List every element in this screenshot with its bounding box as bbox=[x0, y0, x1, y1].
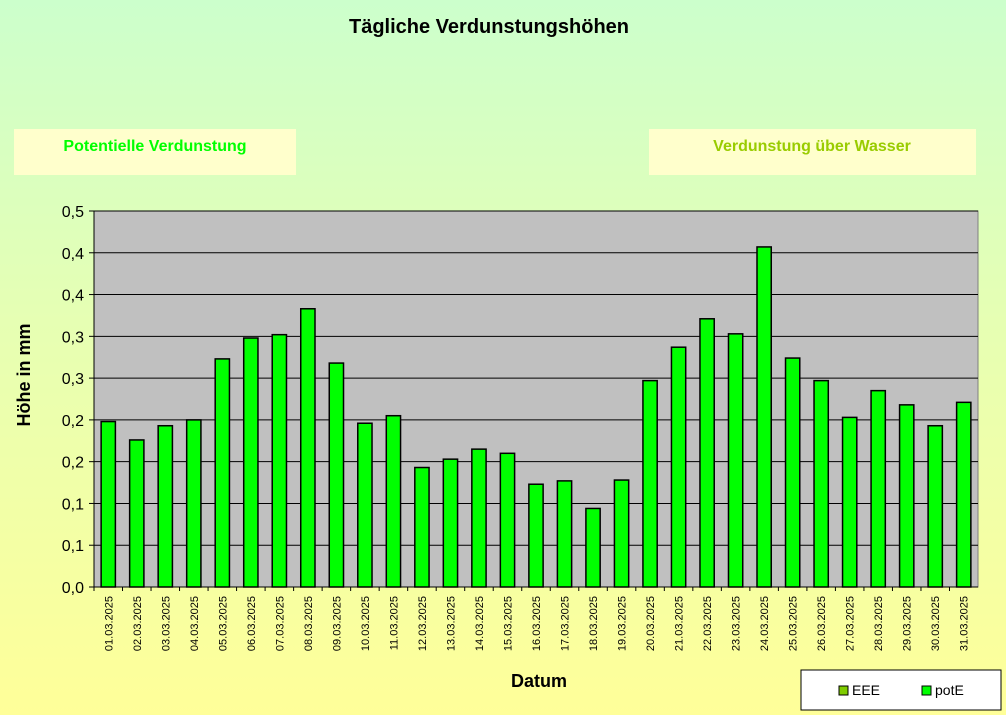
x-tick-label: 09.03.2025 bbox=[331, 596, 343, 651]
bar-21.03.2025 bbox=[670, 346, 687, 588]
x-tick-label: 11.03.2025 bbox=[388, 596, 400, 650]
x-tick-label: 01.03.2025 bbox=[103, 596, 115, 651]
x-tick-label: 10.03.2025 bbox=[360, 596, 372, 651]
bar-07.03.2025 bbox=[271, 333, 288, 588]
legend: EEE potE bbox=[800, 669, 1002, 711]
bar-24.03.2025 bbox=[756, 246, 773, 588]
bar-09.03.2025 bbox=[328, 362, 345, 588]
bar-23.03.2025 bbox=[727, 333, 744, 588]
bar-03.03.2025 bbox=[157, 424, 174, 588]
y-tick-label: 0,1 bbox=[62, 538, 84, 555]
legend-swatch-potE bbox=[921, 685, 932, 696]
x-tick-label: 30.03.2025 bbox=[930, 596, 942, 651]
x-tick-label: 28.03.2025 bbox=[873, 596, 885, 651]
x-tick-label: 18.03.2025 bbox=[588, 596, 600, 651]
bar-15.03.2025 bbox=[499, 452, 516, 588]
x-tick-label: 03.03.2025 bbox=[160, 596, 172, 651]
bar-12.03.2025 bbox=[414, 466, 430, 588]
chart-title: Tägliche Verdunstungshöhen bbox=[349, 16, 629, 38]
bar-04.03.2025 bbox=[185, 419, 202, 588]
x-tick-label: 02.03.2025 bbox=[132, 596, 144, 651]
bar-29.03.2025 bbox=[898, 404, 915, 588]
x-tick-label: 16.03.2025 bbox=[531, 596, 543, 651]
x-tick-label: 15.03.2025 bbox=[502, 596, 514, 651]
legend-box bbox=[800, 669, 1002, 711]
y-tick-label: 0,0 bbox=[62, 580, 84, 597]
x-tick-label: 29.03.2025 bbox=[902, 596, 914, 651]
x-tick-label: 27.03.2025 bbox=[845, 596, 857, 651]
bar-14.03.2025 bbox=[471, 448, 487, 588]
y-tick-label: 0,2 bbox=[62, 413, 84, 430]
left-panel-label: Potentielle Verdunstung bbox=[63, 138, 246, 155]
x-tick-label: 22.03.2025 bbox=[702, 596, 714, 651]
legend-swatch-EEE bbox=[838, 685, 849, 696]
right-panel-label: Verdunstung über Wasser bbox=[713, 138, 911, 155]
y-axis-title: Höhe in mm bbox=[14, 323, 34, 426]
bar-01.03.2025 bbox=[100, 420, 117, 588]
y-tick-label: 0,4 bbox=[62, 288, 84, 305]
legend-label-EEE: EEE bbox=[852, 682, 880, 698]
x-tick-label: 12.03.2025 bbox=[417, 596, 429, 651]
x-tick-labels: 01.03.2025 02.03.2025 03.03.2025 04.03.2025… bbox=[103, 596, 970, 651]
x-tick-label: 14.03.2025 bbox=[474, 596, 486, 651]
bar-11.03.2025 bbox=[385, 414, 402, 588]
y-tick-label: 0,5 bbox=[62, 204, 84, 221]
bar-25.03.2025 bbox=[784, 357, 801, 588]
bar-27.03.2025 bbox=[841, 416, 858, 588]
x-tick-label: 20.03.2025 bbox=[645, 596, 657, 651]
x-tick-label: 13.03.2025 bbox=[445, 596, 457, 651]
bar-06.03.2025 bbox=[242, 337, 259, 588]
x-tick-label: 06.03.2025 bbox=[246, 596, 258, 651]
right-panel bbox=[649, 129, 976, 175]
x-tick-label: 23.03.2025 bbox=[731, 596, 743, 651]
y-tick-label: 0,3 bbox=[62, 371, 84, 388]
x-tick-label: 24.03.2025 bbox=[759, 596, 771, 651]
bar-08.03.2025 bbox=[299, 308, 316, 588]
bar-16.03.2025 bbox=[528, 483, 544, 588]
bar-19.03.2025 bbox=[613, 479, 630, 588]
bar-31.03.2025 bbox=[955, 401, 972, 588]
y-tick-label: 0,3 bbox=[62, 329, 84, 346]
bar-13.03.2025 bbox=[442, 458, 459, 588]
left-panel bbox=[14, 129, 296, 175]
x-tick-label: 31.03.2025 bbox=[959, 596, 971, 651]
legend-label-potE: potE bbox=[935, 682, 964, 698]
x-tick-label: 19.03.2025 bbox=[617, 596, 629, 651]
y-tick-label: 0,4 bbox=[62, 246, 84, 263]
bar-22.03.2025 bbox=[699, 318, 715, 588]
bar-20.03.2025 bbox=[642, 379, 658, 588]
y-tick-labels: 0,0 0,1 0,1 0,2 0,2 0,3 0,3 0,4 0,4 0,5 bbox=[62, 204, 84, 597]
bar-05.03.2025 bbox=[214, 358, 231, 588]
x-tick-label: 05.03.2025 bbox=[217, 596, 229, 651]
x-tick-label: 26.03.2025 bbox=[816, 596, 828, 651]
y-tick-label: 0,2 bbox=[62, 455, 84, 472]
x-tick-label: 17.03.2025 bbox=[560, 596, 572, 651]
bar-10.03.2025 bbox=[357, 422, 373, 588]
bar-18.03.2025 bbox=[585, 507, 601, 588]
bar-02.03.2025 bbox=[128, 439, 145, 588]
bar-28.03.2025 bbox=[870, 389, 887, 588]
x-tick-label: 08.03.2025 bbox=[303, 596, 315, 651]
bar-26.03.2025 bbox=[813, 379, 830, 588]
bar-17.03.2025 bbox=[556, 480, 573, 588]
x-tick-label: 21.03.2025 bbox=[674, 596, 686, 651]
y-tick-label: 0,1 bbox=[62, 496, 84, 513]
x-axis-title: Datum bbox=[511, 671, 567, 691]
bar-30.03.2025 bbox=[927, 424, 944, 588]
x-tick-label: 25.03.2025 bbox=[788, 596, 800, 651]
x-tick-label: 07.03.2025 bbox=[274, 596, 286, 651]
x-tick-label: 04.03.2025 bbox=[189, 596, 201, 651]
